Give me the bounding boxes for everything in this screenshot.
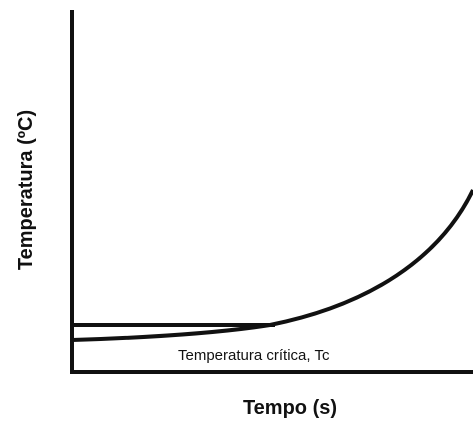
temperature-curve xyxy=(71,189,473,342)
annotation: Temperatura crítica, Tc xyxy=(178,347,330,364)
x-axis-label: Tempo (s) xyxy=(243,397,337,419)
y-axis-label: Temperatura (ºC) xyxy=(15,110,37,270)
